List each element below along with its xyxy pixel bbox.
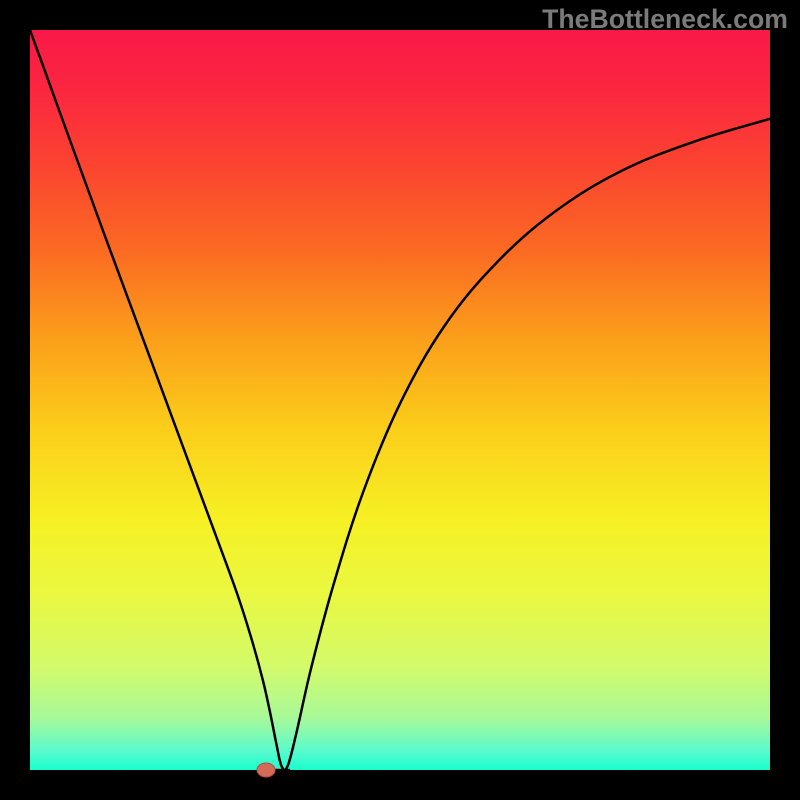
chart-background-gradient — [30, 30, 770, 770]
optimal-marker — [257, 763, 275, 777]
watermark-text: TheBottleneck.com — [542, 4, 788, 35]
chart-container: TheBottleneck.com — [0, 0, 800, 800]
bottleneck-chart — [0, 0, 800, 800]
